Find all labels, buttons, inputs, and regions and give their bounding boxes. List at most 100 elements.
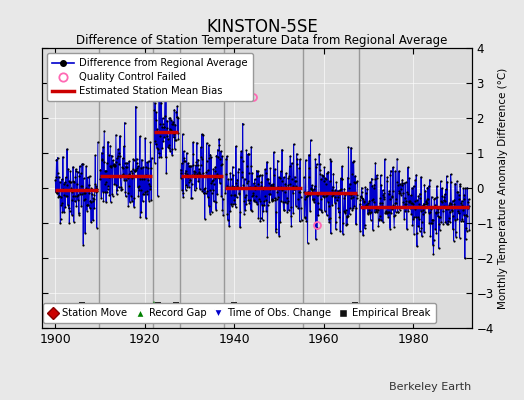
- Point: [459, 206, 467, 213]
- Point: [222, 156, 231, 162]
- Point: [227, 192, 236, 198]
- Point: [274, 183, 282, 190]
- Point: [163, 118, 171, 124]
- Point: [377, 216, 385, 223]
- Point: [89, 217, 97, 224]
- Point: [114, 184, 123, 191]
- Point: [356, 227, 364, 234]
- Point: [243, 180, 252, 186]
- Point: [251, 182, 259, 189]
- Point: [108, 191, 116, 198]
- Point: [256, 215, 265, 221]
- Point: [252, 193, 260, 199]
- Point: [286, 153, 294, 159]
- Point: [135, 176, 144, 182]
- Point: [283, 198, 292, 204]
- Point: [203, 158, 211, 164]
- Point: [275, 185, 283, 192]
- Point: [430, 195, 439, 202]
- Point: [395, 188, 403, 194]
- Point: [278, 186, 287, 193]
- Point: [454, 208, 462, 214]
- Point: [395, 190, 403, 196]
- Point: [421, 208, 429, 215]
- Point: [434, 209, 442, 215]
- Point: [444, 214, 453, 221]
- Point: [376, 195, 385, 202]
- Point: [323, 192, 332, 198]
- Point: [410, 198, 419, 204]
- Point: [412, 230, 421, 236]
- Point: [212, 199, 220, 205]
- Point: [163, 125, 172, 131]
- Point: [85, 182, 93, 188]
- Point: [463, 213, 472, 219]
- Point: [145, 158, 153, 164]
- Point: [155, 150, 163, 156]
- Point: [392, 179, 401, 185]
- Point: [79, 160, 87, 167]
- Point: [344, 213, 352, 220]
- Point: [123, 175, 132, 182]
- Point: [267, 196, 276, 202]
- Point: [296, 218, 304, 224]
- Point: [136, 133, 144, 140]
- Point: [132, 166, 140, 173]
- Point: [68, 197, 77, 204]
- Point: [154, 146, 162, 152]
- Point: [359, 232, 367, 238]
- Point: [211, 164, 220, 170]
- Point: [61, 179, 69, 186]
- Point: [60, 209, 68, 215]
- Point: [340, 207, 348, 214]
- Point: [181, 186, 190, 193]
- Point: [263, 158, 271, 165]
- Point: [178, 187, 187, 194]
- Point: [223, 153, 231, 159]
- Point: [99, 144, 107, 150]
- Point: [155, 89, 163, 96]
- Point: [134, 163, 142, 170]
- Point: [297, 217, 305, 223]
- Point: [241, 207, 249, 213]
- Point: [242, 192, 250, 198]
- Point: [333, 194, 342, 200]
- Point: [446, 171, 455, 178]
- Point: [82, 185, 90, 191]
- Point: [56, 192, 64, 199]
- Point: [389, 213, 398, 220]
- Point: [352, 221, 360, 228]
- Point: [101, 180, 109, 187]
- Point: [122, 177, 130, 184]
- Point: [450, 237, 458, 244]
- Point: [465, 203, 473, 209]
- Point: [279, 199, 287, 205]
- Point: [419, 211, 428, 217]
- Point: [261, 197, 270, 203]
- Point: [118, 172, 126, 178]
- Point: [366, 179, 374, 186]
- Point: [240, 210, 248, 217]
- Point: [126, 172, 134, 178]
- Point: [131, 168, 139, 174]
- Point: [374, 207, 382, 213]
- Point: [260, 184, 268, 190]
- Point: [291, 174, 299, 180]
- Point: [330, 189, 339, 196]
- Point: [55, 193, 63, 199]
- Point: [265, 180, 273, 186]
- Point: [256, 218, 265, 224]
- Point: [342, 213, 351, 219]
- Point: [241, 194, 249, 200]
- Point: [113, 191, 121, 197]
- Point: [206, 152, 215, 158]
- Point: [360, 198, 368, 204]
- Point: [81, 190, 89, 196]
- Point: [380, 190, 388, 197]
- Point: [184, 160, 192, 166]
- Point: [171, 137, 180, 143]
- Point: [66, 208, 74, 214]
- Point: [432, 229, 441, 236]
- Point: [424, 195, 432, 202]
- Point: [358, 189, 366, 195]
